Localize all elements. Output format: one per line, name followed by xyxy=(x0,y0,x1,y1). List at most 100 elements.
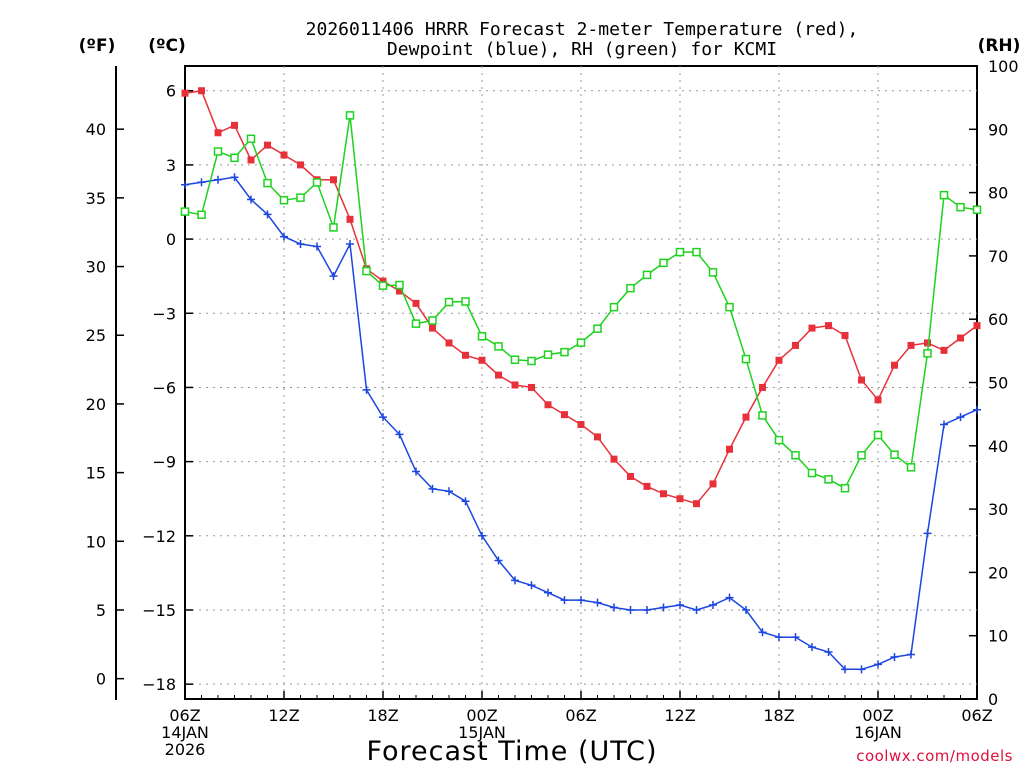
rh-point xyxy=(263,178,272,188)
rh-point xyxy=(642,270,652,280)
temperature-point xyxy=(577,421,585,429)
x-tick-label: 06Z xyxy=(961,706,992,725)
dewpoint-point xyxy=(659,603,668,612)
x-axis-title: Forecast Time (UTC) xyxy=(366,736,657,767)
rh-point xyxy=(230,153,239,163)
dewpoint-point xyxy=(544,588,552,597)
dewpoint-point xyxy=(973,405,981,414)
dewpoint-point xyxy=(379,413,387,422)
x-tick-label: 00Z xyxy=(862,706,893,725)
celsius-tick-label: −15 xyxy=(142,601,176,620)
x-tick-label: 18Z xyxy=(763,706,794,725)
x-tick-label: 16JAN xyxy=(854,723,902,742)
temperature-point xyxy=(957,334,964,342)
celsius-tick-label: 0 xyxy=(166,230,176,249)
temperature-point xyxy=(462,351,469,359)
temperature-point xyxy=(693,500,700,508)
dewpoint-point xyxy=(362,385,371,394)
dewpoint-point xyxy=(527,581,536,590)
dewpoint-point xyxy=(181,180,189,189)
rh-point xyxy=(527,356,536,366)
rh-point xyxy=(972,205,982,214)
temperature-point xyxy=(478,356,486,364)
dewpoint-point xyxy=(412,467,420,476)
temperature-point xyxy=(627,472,634,480)
temperature-point xyxy=(742,413,750,421)
dewpoint-point xyxy=(808,643,816,652)
rh-point xyxy=(180,207,190,216)
temperature-point xyxy=(858,376,865,384)
dewpoint-point xyxy=(758,628,767,637)
rh-point xyxy=(329,223,338,232)
chart-title-line2: Dewpoint (blue), RH (green) for KCMI xyxy=(387,39,777,60)
rh-point xyxy=(609,302,619,312)
fahrenheit-unit-label: (ºF) xyxy=(79,36,116,56)
temperature-point xyxy=(610,455,618,463)
dewpoint-point xyxy=(247,195,255,204)
fahrenheit-tick-label: 15 xyxy=(86,464,106,483)
temperature-point xyxy=(330,176,337,184)
rh-tick-label: 50 xyxy=(988,374,1008,393)
dewpoint-point xyxy=(923,529,932,538)
celsius-tick-label: −12 xyxy=(142,527,176,546)
dewpoint-point xyxy=(214,175,222,184)
rh-point xyxy=(807,468,817,478)
rh-point xyxy=(626,283,635,293)
rh-point xyxy=(741,354,751,364)
temperature-point xyxy=(792,341,799,349)
dewpoint-point xyxy=(445,487,453,496)
rh-point xyxy=(692,247,701,257)
x-tick-label: 2026 xyxy=(165,740,206,759)
dewpoint-point xyxy=(841,665,849,674)
temperature-point xyxy=(412,299,420,307)
rh-point xyxy=(956,202,965,212)
fahrenheit-tick-label: 40 xyxy=(86,120,106,139)
dewpoint-point xyxy=(296,240,305,249)
rh-point xyxy=(477,332,487,341)
temperature-point xyxy=(709,480,717,488)
temperature-point xyxy=(181,89,189,97)
temperature-point xyxy=(231,121,238,129)
dewpoint-point xyxy=(280,232,288,241)
temperature-point xyxy=(924,339,931,347)
credit-text: coolwx.com/models xyxy=(856,747,1013,765)
dewpoint-point xyxy=(643,605,651,614)
rh-point xyxy=(708,268,718,277)
rh-point xyxy=(395,280,404,290)
temperature-point xyxy=(346,215,354,223)
temperature-point xyxy=(544,401,552,409)
x-tick-label: 14JAN xyxy=(161,723,209,742)
rh-point xyxy=(576,338,586,347)
temperature-point xyxy=(891,361,898,369)
temperature-point xyxy=(643,482,651,490)
rh-point xyxy=(774,435,784,445)
rh-unit-label: (RH) xyxy=(978,36,1021,56)
temperature-point xyxy=(429,324,436,332)
temperature-point xyxy=(495,371,502,379)
x-tick-label: 00Z xyxy=(466,706,497,725)
rh-tick-label: 80 xyxy=(988,184,1008,203)
temperature-point xyxy=(775,356,783,364)
dewpoint-point xyxy=(725,593,734,602)
dewpoint-point xyxy=(478,531,486,540)
rh-point xyxy=(345,111,355,120)
temperature-point xyxy=(759,383,766,391)
dewpoint-point xyxy=(313,242,321,251)
rh-point xyxy=(197,210,206,220)
temperature-point xyxy=(528,383,535,391)
celsius-tick-label: 3 xyxy=(166,156,176,175)
dewpoint-point xyxy=(626,605,635,614)
celsius-tick-label: −9 xyxy=(152,453,176,472)
dewpoint-point xyxy=(230,173,239,182)
grid-layer xyxy=(185,66,977,699)
fahrenheit-tick-label: 20 xyxy=(86,395,106,414)
fahrenheit-tick-label: 25 xyxy=(86,326,106,345)
dewpoint-point xyxy=(593,598,602,607)
temperature-point xyxy=(561,411,568,419)
rh-point xyxy=(510,355,520,364)
fahrenheit-tick-label: 35 xyxy=(86,189,106,208)
x-tick-label: 18Z xyxy=(367,706,398,725)
dewpoint-point xyxy=(940,420,948,429)
temperature-point xyxy=(379,277,387,285)
dewpoint-point xyxy=(791,633,800,642)
